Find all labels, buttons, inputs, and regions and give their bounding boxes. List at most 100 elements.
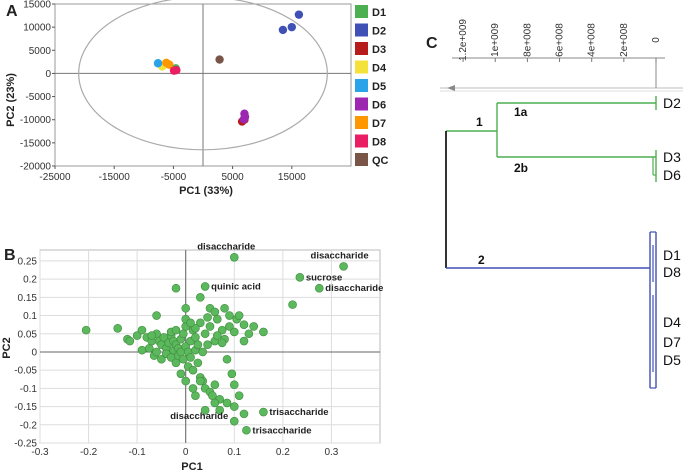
panel-b-loading-point (212, 314, 222, 324)
panel-b-loading-point (181, 303, 191, 313)
legend-label-d8: D8 (372, 137, 386, 149)
panel-b-loading-point (225, 311, 234, 320)
panel-c-tick-label: 1.2e+009 (458, 19, 469, 61)
legend-label-qc: QC (372, 155, 389, 167)
panel-c-leaf-label-d6: D6 (663, 167, 681, 183)
panel-a-ytick-label: 15000 (23, 0, 51, 11)
panel-b-loading-point (171, 325, 181, 335)
legend-label-d3: D3 (372, 44, 386, 56)
panel-b-ytick-label: 0.25 (18, 256, 38, 267)
panel-a-point-d7 (165, 60, 174, 69)
panel-b-loading-point (208, 391, 217, 400)
panel-b-ytick-label: -0.05 (14, 366, 37, 377)
panel-b-loading-point (193, 340, 203, 349)
legend-swatch-d1 (355, 5, 368, 18)
panel-c-axis-arrow (447, 85, 455, 91)
panel-c-leaf-label-d5: D5 (663, 352, 681, 368)
panel-b-loading-point (222, 398, 232, 408)
panel-b-loading-point (178, 329, 188, 339)
panel-c-leaf-label-d2: D2 (663, 95, 681, 111)
panel-a-ytick-label: 10000 (23, 23, 51, 34)
panel-b-loading-point (259, 407, 268, 417)
panel-b-loading-point (198, 347, 208, 357)
panel-b-annotation: disaccharide (197, 241, 255, 252)
panel-b-xlabel: PC1 (181, 461, 202, 473)
panel-b-loading-point (193, 358, 203, 368)
panel-a-point-d2 (278, 25, 288, 35)
panel-b-xtick-label: -0.2 (80, 447, 98, 458)
panel-b-loading-point (295, 273, 305, 282)
panel-b-loading-point (203, 340, 212, 349)
panel-a-ytick-label: 5000 (29, 46, 52, 57)
panel-c-leaf-label-d7: D7 (663, 334, 681, 350)
panel-b-loading-point (215, 405, 225, 415)
panel-c-letter: C (426, 35, 438, 52)
panel-b-loading-point (239, 336, 249, 346)
panel-b-loading-point (212, 331, 222, 340)
panel-b-annotation: trisaccharide (269, 407, 328, 418)
legend-swatch-d4 (355, 60, 368, 74)
panel-b-loading-point (137, 345, 147, 355)
panel-c-leaf-label-d3: D3 (663, 149, 681, 165)
panel-b-loading-point (188, 365, 198, 375)
panel-b-loading-point (210, 398, 220, 408)
panel-b-annotation: trisaccharide (252, 425, 311, 436)
panel-a-letter: A (6, 3, 18, 20)
panel-b-loading-point (217, 325, 227, 335)
legend-swatch-d6 (355, 97, 368, 111)
panel-b-xtick-label: 0.3 (324, 447, 338, 458)
legend-swatch-d7 (355, 116, 368, 129)
legend-label-d7: D7 (372, 118, 386, 130)
legend-swatch-d5 (355, 79, 368, 92)
panel-b-loading-point (171, 358, 181, 368)
panel-a-xlabel: PC1 (33%) (179, 185, 233, 197)
panel-b-loading-point (181, 376, 191, 386)
panel-b-loading-point (171, 283, 181, 293)
panel-a-ytick-label: -20000 (20, 162, 52, 173)
panel-b-loading-point (195, 318, 205, 328)
panel-b-annotation: quinic acid (211, 281, 261, 292)
panel-b-loading-point (200, 282, 210, 291)
panel-a-point-d2 (294, 10, 304, 19)
panel-b-loading-point (176, 369, 186, 379)
panel-a-ytick-label: -10000 (20, 115, 52, 126)
panel-b-loading-point (239, 409, 249, 419)
legend-label-d2: D2 (372, 26, 386, 38)
panel-b-ytick-label: 0.05 (18, 329, 38, 340)
panel-b-ytick-label: -0.15 (14, 402, 37, 413)
panel-c-tick-label: 0 (651, 37, 662, 43)
panel-b-loading-point (147, 331, 157, 340)
panel-b-loading-point (234, 391, 244, 400)
panel-b-loading-point (195, 376, 205, 386)
panel-a-point-d2 (287, 22, 296, 32)
panel-a-point-d5 (153, 59, 163, 68)
panel-b-xtick-label: 0 (183, 447, 189, 458)
legend-swatch-qc (355, 153, 368, 166)
panel-b-loading-point (249, 322, 259, 331)
panel-c-cluster-label: 1 (476, 115, 483, 129)
panel-b-loading-point (186, 353, 195, 362)
panel-b-loading-point (339, 262, 348, 271)
panel-b-ytick-label: 0.15 (18, 293, 38, 304)
panel-b-loading-point (229, 252, 239, 262)
panel-b-loading-point (203, 313, 212, 322)
panel-a-xtick-label: -25000 (39, 172, 71, 183)
panel-b-loading-point (205, 322, 215, 331)
panel-c-cluster-label: 1a (514, 105, 528, 119)
panel-b-loading-point (239, 320, 249, 329)
panel-c-cluster-label: 2 (478, 253, 485, 267)
panel-b-loading-point (152, 311, 161, 320)
panel-c-tick-label: 6e+008 (555, 23, 566, 57)
panel-b-ytick-label: 0 (31, 347, 37, 358)
panel-c: C 1.2e+009 1e+009 8e+008 6e+008 4e+008 2e+008… (426, 19, 683, 389)
panel-b-xtick-label: -0.1 (129, 447, 147, 458)
panel-a-xtick-label: 5000 (221, 172, 244, 183)
panel-a-ytick-label: 0 (45, 69, 51, 80)
panel-b-loading-point (191, 323, 200, 333)
panel-b-loading-point (210, 380, 220, 390)
panel-b-loading-point (210, 307, 220, 317)
panel-b-loading-point (229, 380, 239, 390)
panel-a: A -25000 -15000 -5000 5000 15000 15000 10000 50… (5, 0, 389, 197)
